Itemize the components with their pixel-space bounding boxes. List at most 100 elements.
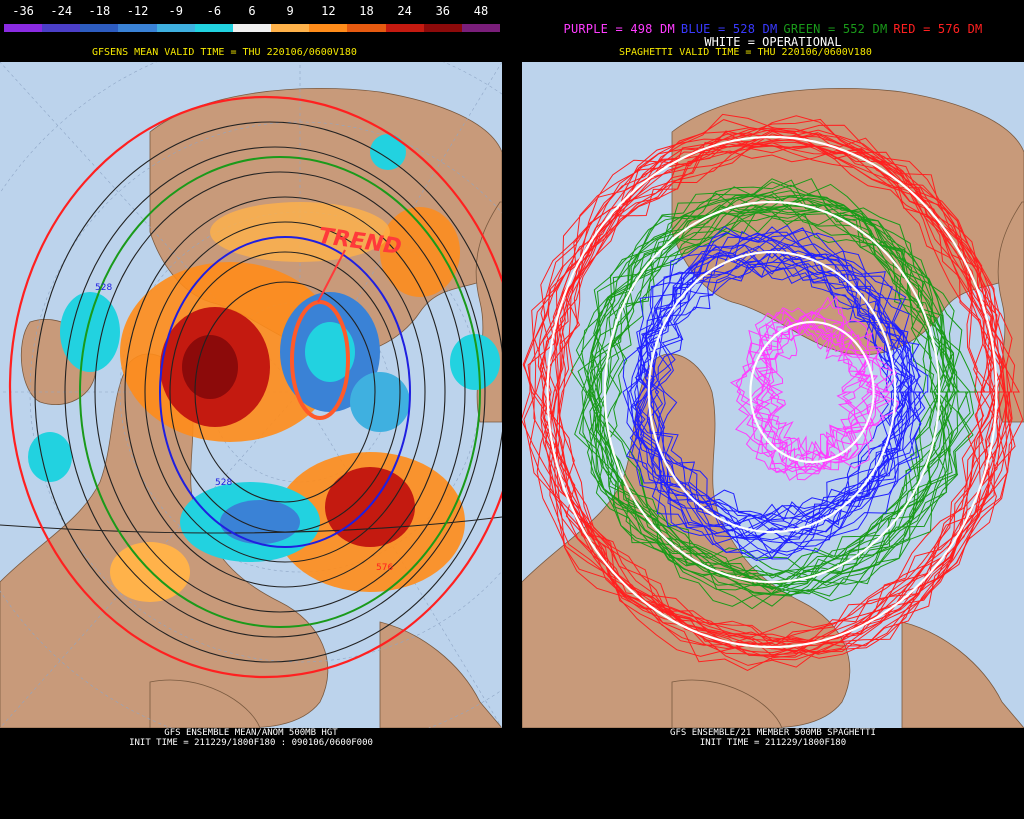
spaghetti-member-line — [548, 131, 1013, 654]
spaghetti-map — [522, 62, 1024, 728]
contour-label-576: 576 — [376, 563, 393, 573]
spaghetti-member-line — [634, 225, 909, 539]
spaghetti-member-line — [751, 317, 900, 470]
spaghetti-member-line — [736, 318, 884, 473]
scale-swatch — [118, 24, 157, 32]
height-contours — [0, 121, 502, 663]
legend-entry: PURPLE = 498 DM — [563, 22, 675, 36]
scale-swatch — [194, 24, 233, 32]
green-552-contour — [79, 156, 481, 628]
spaghetti-member-line — [751, 311, 895, 475]
contour-label-528-a: 528 — [95, 283, 112, 293]
scale-label: 18 — [359, 4, 374, 18]
spaghetti-member-line — [531, 128, 997, 654]
spaghetti-footer-line2: INIT TIME = 211229/1800F180 — [699, 738, 847, 748]
spaghetti-member-line — [634, 244, 911, 554]
mean-footer: GFS ENSEMBLE MEAN/ANOM 500MB HGT INIT TI… — [0, 728, 502, 748]
spaghetti-member-line — [581, 205, 955, 595]
spaghetti-contour-lines — [522, 113, 1024, 672]
spaghetti-member-line — [752, 307, 875, 473]
scale-swatch — [42, 24, 81, 32]
scale-swatch — [80, 24, 119, 32]
spaghetti-member-line — [570, 193, 946, 586]
scale-swatch — [423, 24, 462, 32]
spaghetti-member-line — [537, 133, 1006, 656]
spaghetti-member-line — [592, 192, 974, 587]
legend-entry: BLUE = 528 DM — [680, 22, 778, 36]
anomaly-color-scale: -36 -24 -18 -12 -9 -6 6 9 12 18 24 36 48 — [4, 4, 501, 36]
blue-528-contour — [159, 236, 411, 548]
spaghetti-member-line — [590, 197, 956, 602]
mean-footer-line1: GFS ENSEMBLE MEAN/ANOM 500MB HGT — [164, 728, 338, 738]
operational-contour-line — [749, 320, 875, 464]
operational-contour-line — [647, 250, 897, 534]
spaghetti-member-line — [542, 138, 1005, 672]
mean-valid-time-title: GFSENS MEAN VALID TIME = THU 220106/0600… — [92, 47, 357, 58]
scale-swatch — [309, 24, 348, 32]
scale-label: -9 — [168, 4, 183, 18]
scale-label: -18 — [88, 4, 111, 18]
spaghetti-legend: PURPLE = 498 DM BLUE = 528 DM GREEN = 552 … — [522, 22, 1024, 36]
scale-swatch — [232, 24, 272, 32]
spaghetti-member-line — [639, 232, 923, 537]
spaghetti-valid-time-title: SPAGHETTI VALID TIME = THU 220106/0600V1… — [619, 47, 872, 58]
spaghetti-member-line — [729, 310, 871, 469]
spaghetti-member-line — [595, 204, 971, 589]
scale-label: -12 — [126, 4, 149, 18]
spaghetti-member-line — [589, 186, 959, 591]
spaghetti-member-line — [540, 113, 999, 646]
spaghetti-member-line — [645, 226, 922, 528]
legend-entry: GREEN = 552 DM — [783, 22, 888, 36]
scale-label: 36 — [435, 4, 451, 18]
scale-swatch — [156, 24, 195, 32]
spaghetti-member-line — [554, 135, 1016, 654]
ensemble-mean-panel: -36 -24 -18 -12 -9 -6 6 9 12 18 24 36 48 GFSENS MEAN… — [0, 0, 502, 819]
operational-legend: WHITE = OPERATIONAL — [704, 35, 842, 49]
scale-label: 9 — [286, 4, 294, 18]
spaghetti-member-line — [539, 132, 1004, 659]
spaghetti-member-line — [593, 207, 958, 607]
scale-bar — [4, 24, 501, 32]
spaghetti-member-line — [555, 115, 1012, 643]
scale-swatch — [385, 24, 424, 32]
operational-contour-line — [546, 135, 998, 649]
spaghetti-member-line — [752, 312, 879, 482]
spaghetti-member-line — [645, 251, 929, 541]
spaghetti-member-line — [589, 184, 955, 585]
operational-contour-line — [603, 200, 941, 584]
mean-footer-line2: INIT TIME = 211229/1800F180 : 090106/060… — [129, 738, 373, 748]
spaghetti-member-line — [542, 127, 1006, 657]
scale-swatch — [347, 24, 386, 32]
trend-circle — [290, 300, 350, 420]
legend-entry: RED = 576 DM — [893, 22, 983, 36]
scale-swatch — [461, 24, 501, 32]
scale-label: 12 — [321, 4, 336, 18]
spaghetti-member-line — [595, 178, 954, 575]
scale-label: 48 — [473, 4, 489, 18]
ensemble-mean-map: TREND 528 528 576 — [0, 62, 502, 728]
spaghetti-member-line — [630, 232, 922, 540]
spaghetti-member-line — [523, 137, 996, 656]
spaghetti-member-line — [604, 199, 978, 586]
scale-label: 6 — [248, 4, 256, 18]
trend-pointer-line — [317, 249, 346, 303]
spaghetti-panel: PURPLE = 498 DM BLUE = 528 DM GREEN = 552 … — [522, 0, 1024, 819]
spaghetti-member-line — [746, 313, 897, 473]
spaghetti-member-line — [622, 231, 902, 532]
scale-label: 24 — [397, 4, 412, 18]
spaghetti-footer-line1: GFS ENSEMBLE/21 MEMBER 500MB SPAGHETTI — [670, 728, 876, 738]
scale-label: -6 — [206, 4, 222, 18]
spaghetti-member-line — [751, 309, 892, 481]
spaghetti-footer: GFS ENSEMBLE/21 MEMBER 500MB SPAGHETTI I… — [522, 728, 1024, 748]
scale-swatch — [4, 24, 43, 32]
spaghetti-member-line — [587, 197, 963, 607]
scale-label: -36 — [12, 4, 34, 18]
scale-label: -24 — [50, 4, 73, 18]
scale-labels: -36 -24 -18 -12 -9 -6 6 9 12 18 24 36 48 — [4, 4, 500, 18]
red-576-contour — [8, 95, 502, 679]
spaghetti-member-line — [577, 207, 936, 597]
spaghetti-member-line — [631, 244, 922, 544]
panel-divider — [502, 0, 522, 819]
scale-swatch — [271, 24, 310, 32]
contour-label-528-b: 528 — [215, 478, 232, 488]
